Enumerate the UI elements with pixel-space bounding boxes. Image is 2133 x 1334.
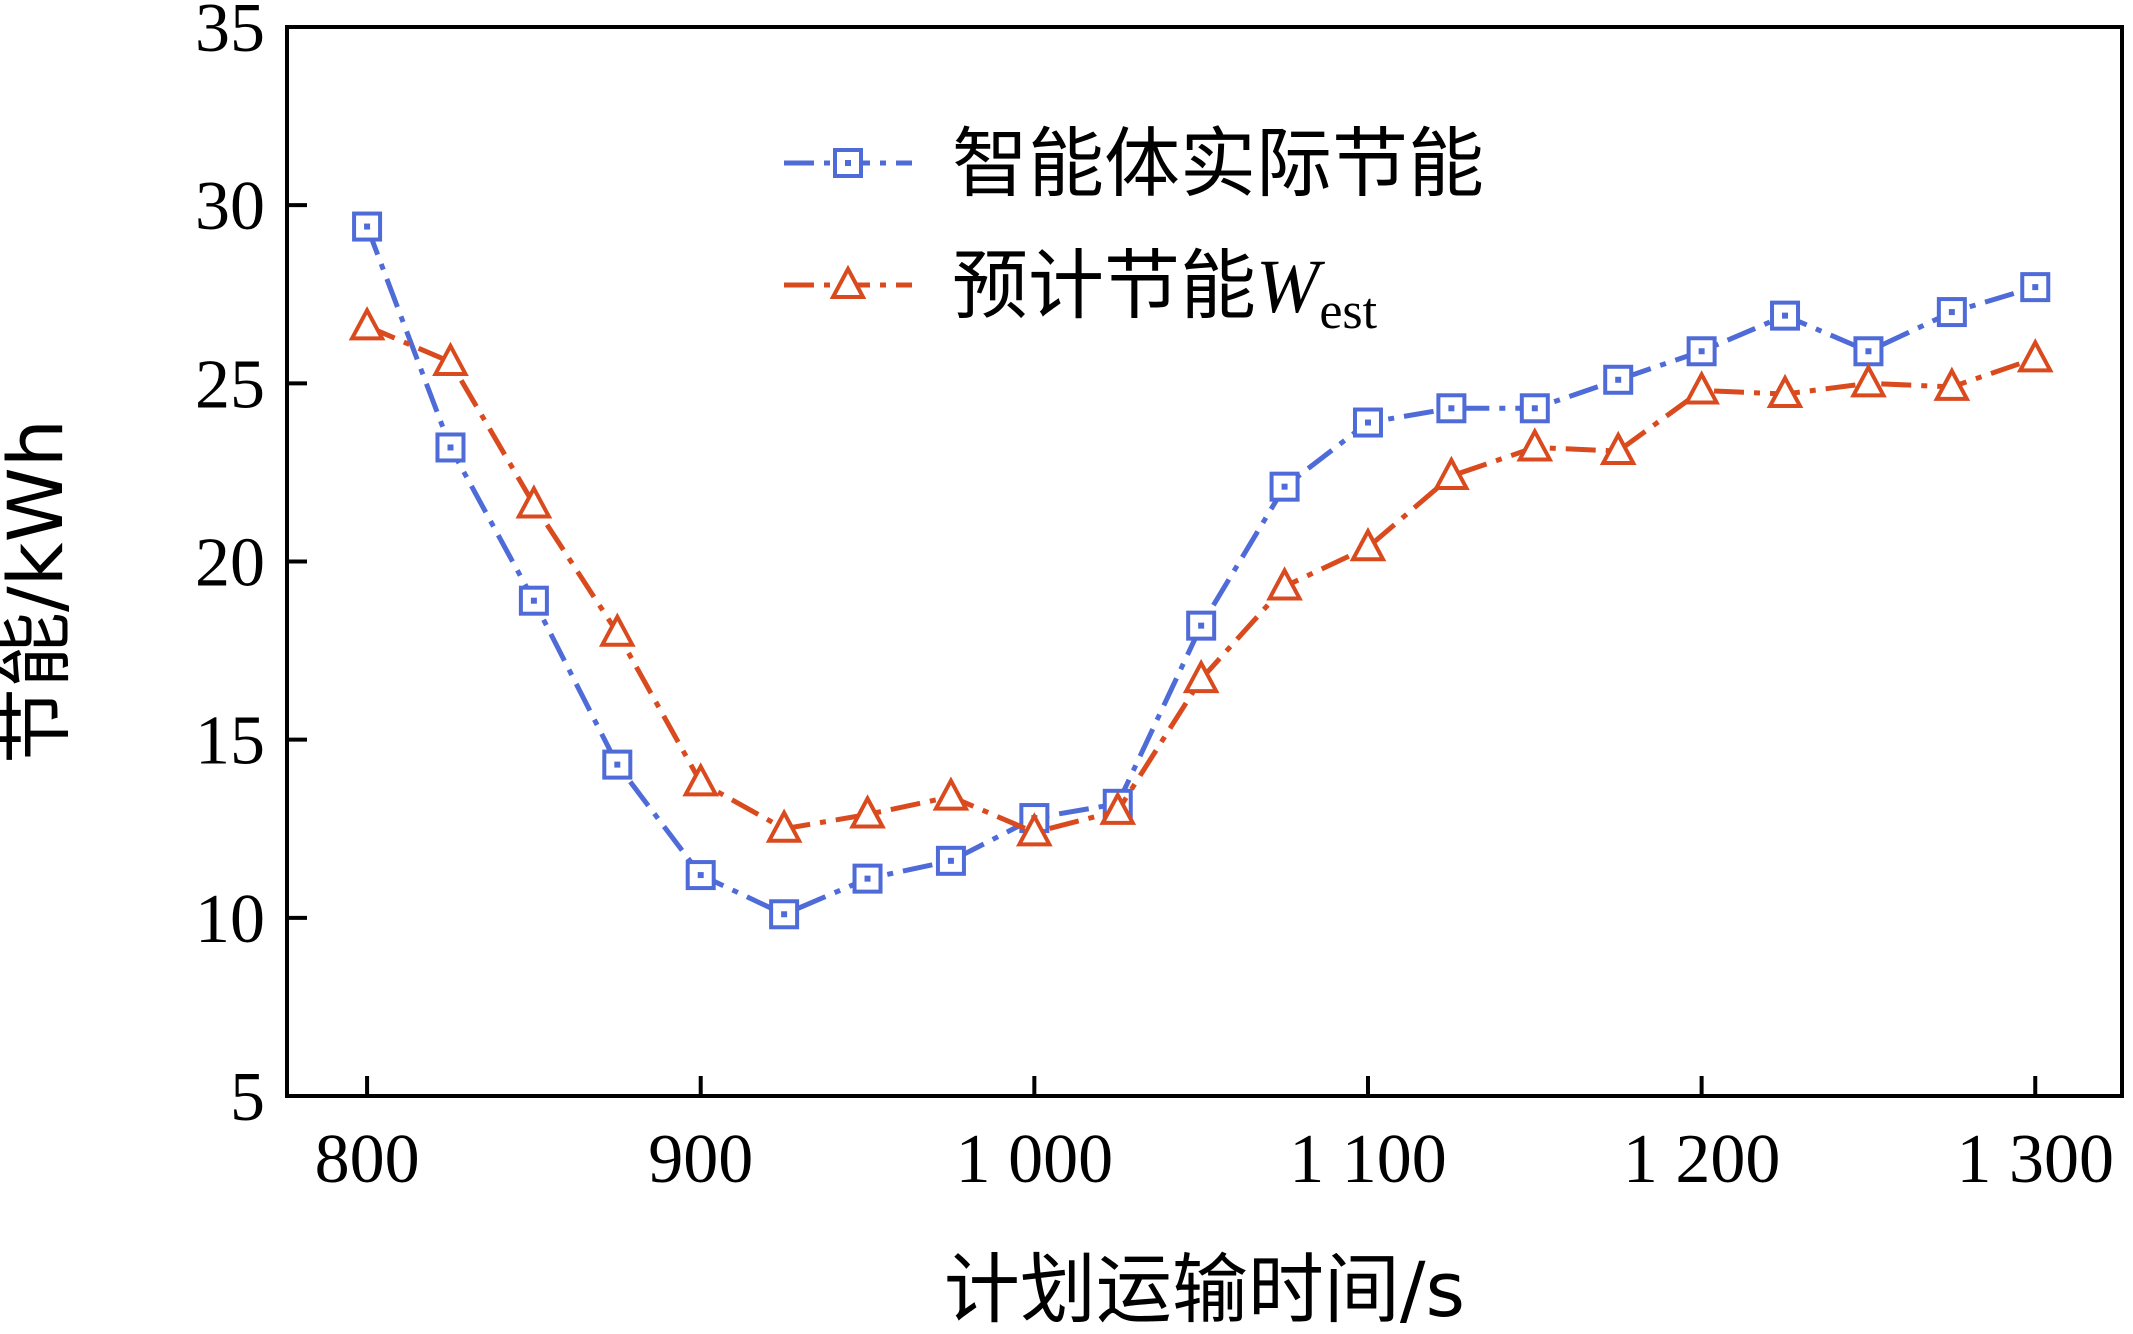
data-point-square bbox=[352, 211, 383, 242]
data-point-triangle bbox=[348, 306, 386, 341]
data-point-square-dot bbox=[2032, 284, 2039, 291]
data-point-triangle bbox=[1766, 373, 1804, 409]
data-point-square-dot bbox=[1782, 312, 1789, 319]
data-point-triangle bbox=[1850, 363, 1887, 398]
legend-label-estimated-subscript: est bbox=[1319, 283, 1377, 340]
data-point-triangle bbox=[765, 808, 803, 843]
data-point-triangle bbox=[932, 776, 970, 811]
legend-label-actual: 智能体实际节能 bbox=[952, 119, 1484, 208]
legend-marker-triangle bbox=[829, 264, 867, 299]
legend-label-estimated-symbol: W bbox=[1256, 245, 1326, 329]
data-point-triangle bbox=[598, 612, 636, 647]
y-axis-title: 节能/kWh bbox=[0, 419, 80, 764]
data-point-triangle bbox=[2016, 338, 2054, 373]
data-point-square bbox=[1186, 610, 1217, 641]
y-tick-label: 35 bbox=[195, 0, 265, 67]
data-point-triangle bbox=[1599, 430, 1637, 466]
data-point-square-dot bbox=[1698, 348, 1705, 355]
x-tick-label: 1 300 bbox=[1957, 1121, 2115, 1198]
x-tick-label: 800 bbox=[315, 1121, 420, 1198]
data-point-triangle bbox=[432, 341, 469, 376]
data-point-square bbox=[1519, 393, 1550, 424]
legend-label-estimated-main: 预计节能 bbox=[952, 241, 1256, 330]
data-point-triangle bbox=[1016, 812, 1053, 847]
data-point-square-dot bbox=[1615, 376, 1622, 383]
data-point-triangle bbox=[1099, 790, 1137, 825]
x-tick-label: 1 100 bbox=[1289, 1121, 1447, 1198]
x-tick-label: 1 200 bbox=[1623, 1121, 1781, 1198]
data-point-triangle bbox=[682, 762, 720, 797]
y-tick-label: 15 bbox=[195, 703, 265, 780]
data-point-square-dot bbox=[364, 223, 371, 230]
data-point-square bbox=[1603, 364, 1634, 395]
data-point-triangle bbox=[1182, 658, 1220, 694]
data-point-triangle bbox=[1516, 427, 1554, 462]
series-layer bbox=[348, 211, 2054, 930]
y-tick-label: 10 bbox=[195, 881, 265, 958]
data-point-triangle bbox=[1933, 366, 1971, 401]
y-tick-label: 25 bbox=[195, 346, 265, 423]
legend-label-estimated: 预计节能West bbox=[952, 241, 1378, 340]
data-point-square-dot bbox=[947, 857, 954, 864]
series-estimated bbox=[348, 306, 2054, 847]
data-point-square-dot bbox=[530, 597, 537, 604]
data-point-triangle bbox=[1433, 455, 1470, 490]
data-point-square-dot bbox=[781, 911, 788, 918]
x-tick-label: 900 bbox=[648, 1121, 753, 1198]
data-point-square-dot bbox=[864, 875, 871, 882]
data-point-square-dot bbox=[1948, 309, 1955, 316]
series-actual bbox=[352, 211, 2051, 930]
data-point-square-dot bbox=[1281, 483, 1288, 490]
data-point-square-dot bbox=[1531, 405, 1538, 412]
data-point-square-dot bbox=[447, 444, 454, 451]
series-line bbox=[364, 225, 2036, 917]
data-point-triangle bbox=[849, 794, 886, 829]
data-point-square-dot bbox=[614, 761, 621, 768]
data-point-square bbox=[935, 845, 966, 876]
data-point-triangle bbox=[1683, 370, 1720, 405]
legend-marker-square-dot bbox=[845, 160, 851, 166]
data-point-square-dot bbox=[1364, 419, 1371, 426]
data-point-square-dot bbox=[697, 872, 704, 879]
data-point-triangle bbox=[1266, 566, 1303, 601]
axes-layer: 800 900 1 000 1 100 1 200 1 300 5 10 15 20 25 30 35 bbox=[195, 0, 2124, 1198]
y-tick-label: 5 bbox=[230, 1059, 265, 1136]
x-tick-label: 1 000 bbox=[956, 1121, 1114, 1198]
y-tick-label: 20 bbox=[195, 525, 265, 602]
data-point-triangle bbox=[1349, 527, 1387, 562]
x-axis-title: 计划运输时间/s bbox=[944, 1245, 1465, 1334]
y-tick-label: 30 bbox=[195, 168, 265, 245]
data-point-square-dot bbox=[1865, 348, 1872, 355]
data-point-square bbox=[1352, 407, 1383, 438]
data-point-triangle bbox=[515, 484, 553, 519]
data-point-square-dot bbox=[1198, 622, 1205, 629]
data-point-square-dot bbox=[1448, 405, 1455, 412]
legend: 智能体实际节能 预计节能West bbox=[784, 119, 1484, 340]
